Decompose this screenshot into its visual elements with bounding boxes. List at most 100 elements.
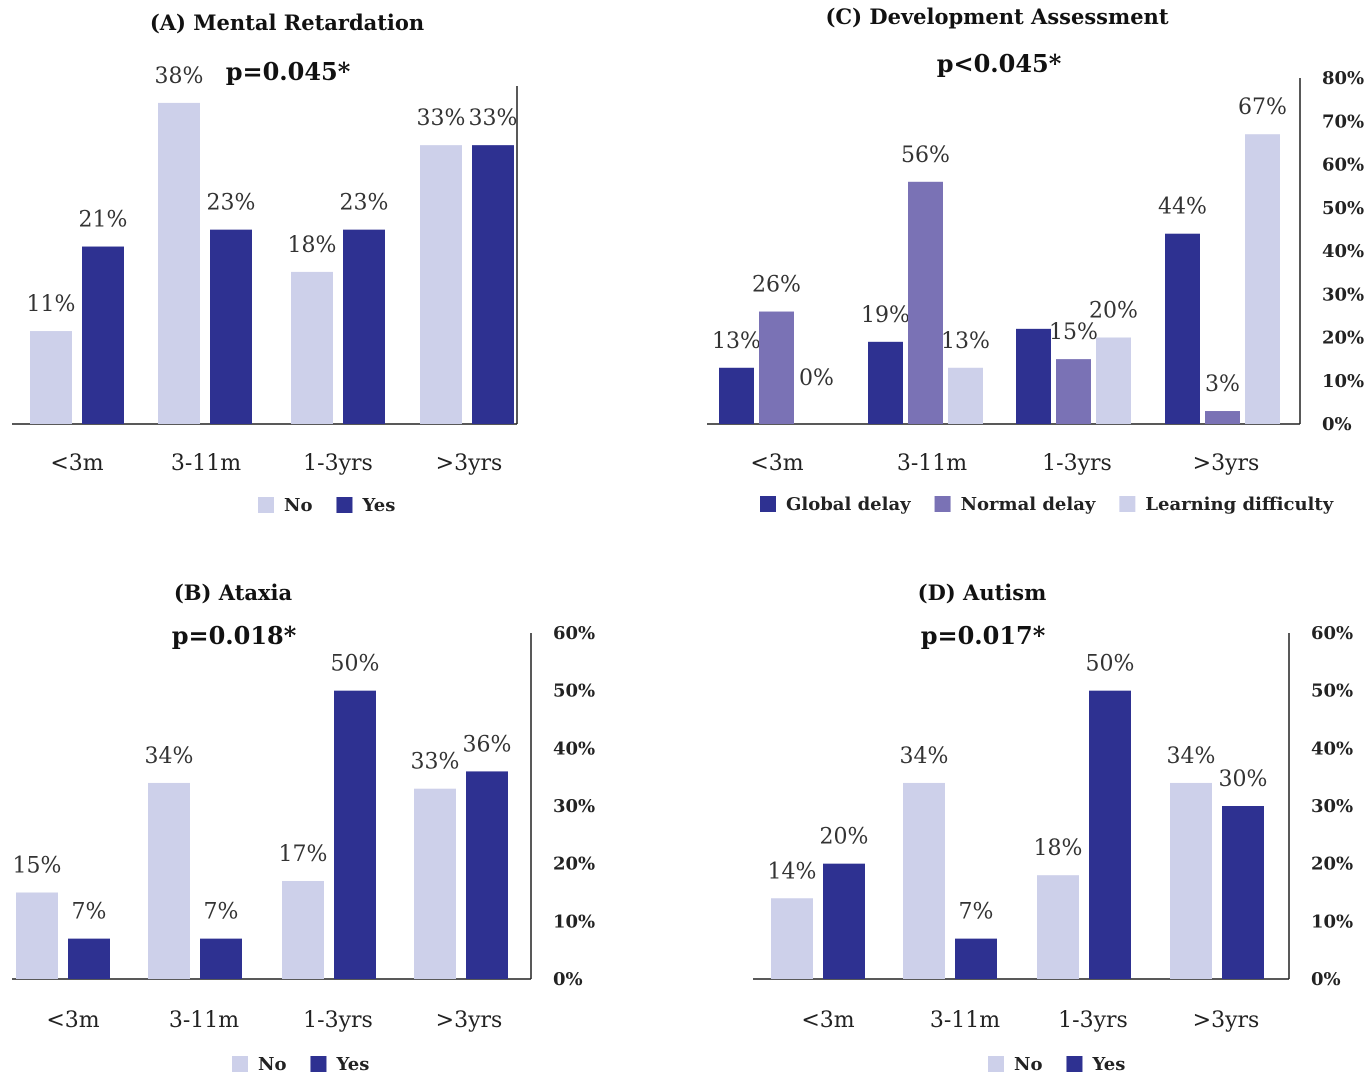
bar-no-0 — [30, 331, 72, 424]
bar-yes-3 — [1222, 806, 1264, 979]
x-tick-label: <3m — [46, 1008, 99, 1033]
bar-global-delay-1 — [868, 341, 903, 424]
legend-label: Learning difficulty — [1145, 494, 1333, 515]
data-label: 26% — [752, 273, 801, 298]
bar-no-0 — [16, 892, 58, 979]
chart-subtitle: p=0.017* — [921, 621, 1046, 650]
legend-swatch — [1066, 1056, 1083, 1072]
data-label: 34% — [1167, 744, 1216, 769]
data-label: 17% — [279, 842, 328, 867]
y-tick-label: 50% — [1311, 681, 1353, 702]
y-tick-label: 60% — [553, 623, 595, 644]
y-tick-label: 10% — [553, 911, 595, 932]
legend-swatch — [232, 1056, 248, 1072]
data-label: 7% — [959, 900, 994, 925]
x-tick-label: 1-3yrs — [303, 1008, 373, 1033]
y-tick-label: 30% — [1311, 796, 1353, 817]
bar-yes-0 — [823, 863, 865, 979]
bar-no-2 — [291, 271, 333, 424]
data-label: 7% — [204, 900, 239, 925]
chart-subtitle: p<0.045* — [937, 49, 1062, 78]
data-label: 21% — [79, 208, 128, 233]
bar-yes-1 — [210, 229, 252, 424]
chart-title: (B) Ataxia — [174, 580, 293, 605]
legend-swatch — [934, 496, 951, 512]
bar-yes-2 — [1089, 690, 1131, 979]
chart-subtitle: p=0.045* — [226, 57, 351, 86]
data-label: 14% — [768, 859, 817, 884]
bar-no-2 — [1037, 875, 1079, 979]
legend-label: Yes — [361, 495, 395, 516]
chart-panel-d: (D) Autism p=0.017* 0% 10% 20% 30% 40% 50% 60% 14… — [740, 570, 1369, 1075]
bar-no-1 — [158, 102, 200, 425]
data-label: 13% — [941, 329, 990, 354]
y-tick-label: 0% — [1311, 969, 1341, 990]
y-tick-label: 80% — [1322, 68, 1364, 89]
data-label: 20% — [1089, 299, 1138, 324]
data-label: 30% — [1219, 767, 1268, 792]
bar-yes-3 — [472, 145, 514, 424]
y-tick-label: 60% — [1322, 155, 1364, 176]
chart-svg-c: (C) Development Assessment p<0.045* 0% 10% 2… — [707, 4, 1364, 515]
data-label: 23% — [340, 191, 389, 216]
x-tick-label: >3yrs — [436, 1008, 503, 1033]
data-label: 33% — [469, 106, 518, 131]
y-tick-label: 40% — [1311, 738, 1353, 759]
bar-no-3 — [420, 145, 462, 424]
data-label: 0% — [799, 366, 834, 391]
chart-title: (D) Autism — [918, 580, 1047, 605]
y-tick-label: 40% — [1322, 241, 1364, 262]
y-tick-label: 30% — [553, 796, 595, 817]
chart-title: (A) Mental Retardation — [150, 10, 424, 35]
chart-svg-a: (A) Mental Retardation p=0.045* 11% 38% 18% 3… — [12, 10, 518, 516]
legend-swatch — [1119, 496, 1136, 512]
bar-learning-difficulty-1 — [948, 367, 983, 424]
data-label: 3% — [1205, 372, 1240, 397]
data-label: 33% — [417, 106, 466, 131]
x-tick-label: >3yrs — [1193, 451, 1260, 476]
x-tick-label: <3m — [50, 451, 103, 476]
x-tick-label: >3yrs — [1193, 1008, 1260, 1033]
bar-normal-delay-3 — [1205, 411, 1240, 424]
data-label: 11% — [27, 292, 76, 317]
data-label: 56% — [901, 143, 950, 168]
legend-label: No — [258, 1054, 286, 1073]
legend-label: Global delay — [786, 494, 911, 515]
legend-label: Yes — [335, 1054, 369, 1073]
data-label: 33% — [411, 750, 460, 775]
chart-svg-d: (D) Autism p=0.017* 0% 10% 20% 30% 40% 50% 60% 14… — [753, 580, 1353, 1075]
data-label: 20% — [820, 825, 869, 850]
bar-normal-delay-2 — [1056, 359, 1091, 424]
data-label: 38% — [155, 64, 204, 89]
x-tick-label: <3m — [750, 451, 803, 476]
y-tick-label: 0% — [1322, 414, 1352, 435]
y-tick-label: 10% — [1311, 911, 1353, 932]
bar-no-3 — [1170, 782, 1212, 979]
x-tick-label: 3-11m — [897, 451, 967, 476]
data-label: 15% — [1049, 320, 1098, 345]
data-label: 44% — [1158, 195, 1207, 220]
bar-global-delay-3 — [1165, 233, 1200, 424]
y-tick-label: 30% — [1322, 284, 1364, 305]
x-tick-label: 3-11m — [930, 1008, 1000, 1033]
data-label: 50% — [331, 652, 380, 677]
bar-yes-1 — [200, 938, 242, 979]
legend-swatch — [336, 497, 353, 513]
data-label: 36% — [463, 732, 512, 757]
data-label: 50% — [1086, 652, 1135, 677]
bar-learning-difficulty-2 — [1096, 337, 1131, 424]
data-label: 13% — [712, 329, 761, 354]
y-tick-label: 70% — [1322, 111, 1364, 132]
y-tick-label: 50% — [553, 681, 595, 702]
y-tick-label: 60% — [1311, 623, 1353, 644]
y-tick-label: 40% — [553, 738, 595, 759]
data-label: 67% — [1238, 95, 1287, 120]
x-tick-label: >3yrs — [436, 451, 503, 476]
bar-no-1 — [903, 782, 945, 979]
data-label: 34% — [145, 744, 194, 769]
y-tick-label: 20% — [553, 854, 595, 875]
legend-label: No — [1014, 1054, 1042, 1073]
legend-label: Normal delay — [961, 494, 1096, 515]
data-label: 23% — [207, 191, 256, 216]
chart-panel-b: (B) Ataxia p=0.018* 0% 10% 20% 30% 40% 50% 60% 15… — [0, 570, 620, 1075]
